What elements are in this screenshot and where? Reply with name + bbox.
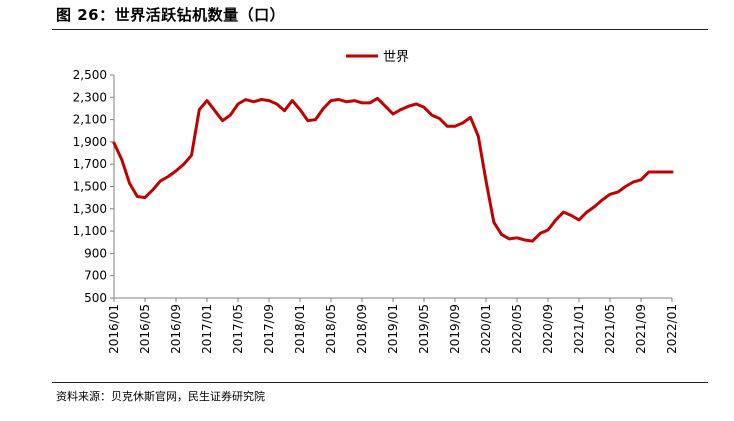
x-tick-label: 2016/09 bbox=[169, 304, 183, 354]
y-tick-label: 2,300 bbox=[73, 90, 107, 104]
x-tick-label: 2021/01 bbox=[572, 304, 586, 354]
x-tick-label: 2019/01 bbox=[386, 304, 400, 354]
x-tick-label: 2017/01 bbox=[200, 304, 214, 354]
y-tick-label: 700 bbox=[84, 269, 107, 283]
title-divider bbox=[52, 29, 708, 30]
y-tick-label: 1,100 bbox=[73, 224, 107, 238]
x-tick-label: 2018/09 bbox=[355, 304, 369, 354]
x-tick-label: 2020/01 bbox=[479, 304, 493, 354]
x-tick-label: 2019/05 bbox=[417, 304, 431, 354]
x-tick-label: 2019/09 bbox=[448, 304, 462, 354]
x-tick-label: 2016/01 bbox=[107, 304, 121, 354]
figure-title: 图 26：世界活跃钻机数量（口） bbox=[56, 6, 286, 24]
y-tick-label: 2,500 bbox=[73, 68, 107, 82]
x-tick-label: 2022/01 bbox=[665, 304, 679, 354]
legend: 世界 bbox=[346, 50, 409, 65]
source-divider bbox=[52, 382, 708, 383]
x-tick-label: 2018/05 bbox=[324, 304, 338, 354]
y-tick-label: 900 bbox=[84, 246, 107, 260]
series-layer bbox=[112, 96, 674, 243]
x-tick-label: 2020/09 bbox=[541, 304, 555, 354]
series-line-world bbox=[112, 96, 674, 243]
y-tick-label: 1,500 bbox=[73, 180, 107, 194]
x-tick-label: 2021/09 bbox=[634, 304, 648, 354]
y-axis: 500 700 900 1,100 1,300 1,500 1,700 1,900 2,100 2… bbox=[73, 68, 115, 305]
x-tick-label: 2017/09 bbox=[262, 304, 276, 354]
x-tick-label: 2017/05 bbox=[231, 304, 245, 354]
y-tick-label: 1,700 bbox=[73, 157, 107, 171]
x-tick-label: 2016/05 bbox=[138, 304, 152, 354]
y-tick-label: 500 bbox=[84, 291, 107, 305]
y-tick-label: 1,300 bbox=[73, 202, 107, 216]
x-axis: 2016/01 2016/05 2016/09 2017/01 2017/05 2017/… bbox=[107, 297, 679, 354]
x-tick-label: 2021/05 bbox=[603, 304, 617, 354]
y-tick-label: 1,900 bbox=[73, 135, 107, 149]
x-tick-label: 2018/01 bbox=[293, 304, 307, 354]
source-note: 资料来源：贝克休斯官网，民生证券研究院 bbox=[56, 390, 265, 403]
x-tick-label: 2020/05 bbox=[510, 304, 524, 354]
legend-label: 世界 bbox=[383, 50, 409, 65]
y-tick-label: 2,100 bbox=[73, 113, 107, 127]
